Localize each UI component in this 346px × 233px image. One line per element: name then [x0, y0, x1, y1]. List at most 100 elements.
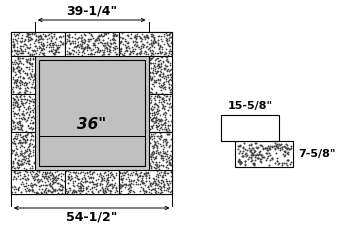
Point	[251, 163, 257, 166]
Point	[40, 183, 45, 187]
Point	[18, 190, 23, 194]
Point	[154, 103, 160, 107]
Point	[147, 71, 153, 75]
Point	[44, 171, 49, 175]
Point	[29, 133, 35, 137]
Point	[17, 141, 23, 144]
Point	[166, 180, 172, 183]
Point	[61, 34, 66, 38]
Point	[159, 102, 165, 106]
Point	[48, 34, 53, 38]
Point	[123, 46, 128, 50]
Point	[140, 180, 146, 184]
Point	[264, 146, 270, 150]
Point	[20, 69, 26, 73]
Point	[236, 161, 242, 164]
Point	[161, 72, 166, 76]
Point	[166, 82, 172, 85]
Point	[34, 51, 39, 55]
Point	[13, 99, 19, 103]
Point	[101, 50, 107, 54]
Point	[147, 154, 153, 158]
Point	[24, 170, 29, 174]
Point	[12, 44, 17, 48]
Point	[156, 81, 162, 85]
Point	[55, 181, 61, 185]
Point	[37, 37, 43, 41]
Point	[22, 101, 28, 105]
Point	[260, 146, 265, 150]
Point	[87, 187, 93, 190]
Point	[21, 42, 26, 46]
Point	[10, 77, 15, 81]
Point	[161, 137, 167, 141]
Point	[16, 90, 22, 94]
Point	[59, 187, 64, 191]
Point	[14, 121, 19, 125]
Point	[258, 144, 264, 147]
Point	[55, 176, 61, 179]
Point	[15, 111, 21, 115]
Point	[151, 63, 156, 67]
Point	[156, 98, 162, 101]
Point	[168, 72, 173, 75]
Point	[167, 161, 172, 165]
Point	[14, 60, 19, 64]
Point	[102, 41, 108, 45]
Point	[81, 48, 86, 51]
Point	[284, 147, 290, 150]
Point	[20, 76, 26, 80]
Point	[164, 165, 169, 169]
Point	[27, 71, 33, 75]
Point	[44, 37, 50, 41]
Point	[155, 151, 160, 155]
Point	[162, 121, 167, 125]
Point	[103, 184, 109, 188]
Point	[12, 169, 18, 173]
Point	[150, 182, 155, 185]
Point	[11, 106, 16, 110]
Point	[45, 183, 50, 187]
Point	[14, 161, 20, 165]
Point	[164, 171, 170, 175]
Point	[31, 160, 37, 164]
Point	[153, 123, 158, 127]
Point	[89, 52, 94, 56]
Point	[31, 42, 37, 45]
Point	[157, 65, 162, 69]
Point	[148, 157, 154, 161]
Point	[79, 183, 84, 187]
Point	[160, 91, 165, 94]
Point	[60, 42, 65, 45]
Point	[10, 87, 15, 91]
Point	[29, 64, 35, 68]
Point	[24, 132, 30, 136]
Point	[143, 37, 148, 41]
Point	[154, 51, 159, 55]
Point	[16, 187, 21, 190]
Point	[101, 177, 107, 180]
Point	[69, 191, 74, 195]
Point	[149, 44, 155, 48]
Point	[12, 73, 18, 77]
Point	[51, 180, 56, 184]
Point	[75, 188, 80, 192]
Point	[119, 176, 124, 180]
Point	[168, 181, 173, 185]
Point	[25, 46, 30, 50]
Point	[152, 183, 158, 187]
Point	[279, 161, 285, 165]
Point	[99, 186, 105, 189]
Point	[139, 49, 144, 53]
Point	[16, 127, 21, 130]
Point	[270, 145, 275, 149]
Point	[247, 148, 253, 152]
Point	[119, 52, 125, 56]
Point	[58, 188, 64, 192]
Point	[40, 41, 46, 45]
Point	[154, 125, 160, 128]
Point	[57, 182, 63, 186]
Point	[163, 112, 169, 115]
Point	[157, 84, 162, 88]
Point	[137, 35, 142, 39]
